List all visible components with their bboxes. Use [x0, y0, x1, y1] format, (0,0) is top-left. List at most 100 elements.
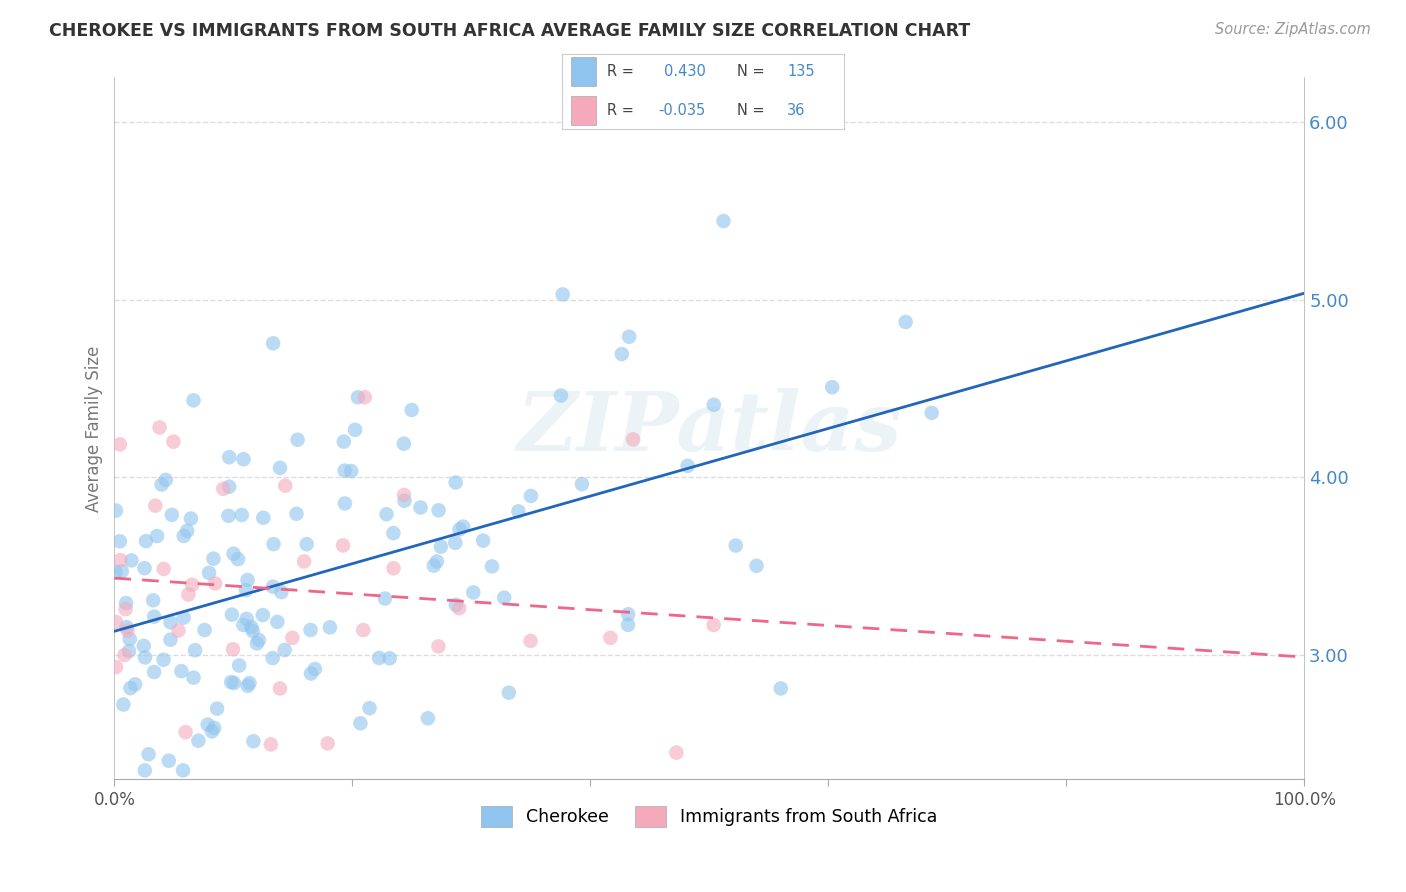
Point — [392, 488, 415, 502]
Point — [416, 711, 439, 725]
Point — [202, 721, 225, 735]
Point — [610, 347, 633, 361]
Point — [228, 658, 250, 673]
Point — [340, 464, 363, 478]
Point — [262, 336, 284, 351]
Point — [117, 624, 139, 638]
Point — [221, 607, 243, 622]
Point — [427, 640, 450, 654]
Text: Source: ZipAtlas.com: Source: ZipAtlas.com — [1215, 22, 1371, 37]
Point — [494, 591, 516, 605]
Point — [138, 747, 160, 762]
Point — [120, 553, 142, 567]
Point — [108, 534, 131, 549]
Point — [231, 508, 253, 522]
Point — [292, 554, 315, 568]
Point — [150, 477, 173, 491]
Point — [173, 610, 195, 624]
Point — [676, 458, 699, 473]
Point — [263, 537, 285, 551]
Point — [173, 529, 195, 543]
Point — [617, 617, 640, 632]
Point — [236, 679, 259, 693]
Point — [204, 576, 226, 591]
Point — [104, 660, 127, 674]
Point — [260, 738, 283, 752]
Point — [104, 615, 127, 629]
Point — [354, 390, 377, 404]
Point — [304, 662, 326, 676]
Point — [218, 450, 240, 465]
Point — [262, 580, 284, 594]
Point — [118, 644, 141, 658]
Point — [235, 583, 257, 598]
Point — [273, 643, 295, 657]
Text: CHEROKEE VS IMMIGRANTS FROM SOUTH AFRICA AVERAGE FAMILY SIZE CORRELATION CHART: CHEROKEE VS IMMIGRANTS FROM SOUTH AFRICA… — [49, 22, 970, 40]
Point — [143, 665, 166, 679]
Point — [270, 585, 292, 599]
Point — [183, 671, 205, 685]
Point — [451, 519, 474, 533]
Point — [319, 620, 342, 634]
Point — [110, 553, 132, 567]
Point — [183, 393, 205, 408]
Point — [115, 596, 138, 610]
Point — [285, 507, 308, 521]
Text: -0.035: -0.035 — [658, 103, 706, 118]
Point — [269, 681, 291, 696]
Point — [162, 434, 184, 449]
Point — [382, 526, 405, 541]
Point — [392, 436, 415, 450]
Point — [551, 287, 574, 301]
Point — [745, 558, 768, 573]
Point — [703, 618, 725, 632]
Text: 0.430: 0.430 — [664, 64, 706, 79]
Point — [184, 643, 207, 657]
Point — [274, 479, 297, 493]
Point — [205, 701, 228, 715]
Point — [242, 624, 264, 638]
Point — [724, 539, 747, 553]
Point — [449, 601, 471, 615]
Text: R =: R = — [607, 103, 634, 118]
Point — [401, 403, 423, 417]
Point — [112, 698, 135, 712]
Point — [344, 423, 367, 437]
Text: N =: N = — [737, 103, 765, 118]
Point — [299, 623, 322, 637]
Point — [665, 746, 688, 760]
Point — [134, 650, 156, 665]
Point — [108, 437, 131, 451]
Text: 36: 36 — [787, 103, 806, 118]
Point — [114, 602, 136, 616]
Point — [266, 615, 288, 629]
Point — [427, 503, 450, 517]
Point — [155, 473, 177, 487]
Point — [508, 504, 530, 518]
Point — [193, 623, 215, 637]
Point — [201, 724, 224, 739]
Point — [359, 701, 381, 715]
Point — [118, 632, 141, 646]
Point — [352, 623, 374, 637]
Point — [134, 764, 156, 778]
Point — [299, 666, 322, 681]
Bar — [571, 57, 596, 87]
Point — [333, 464, 356, 478]
Point — [332, 538, 354, 552]
Point — [821, 380, 844, 394]
Point — [262, 651, 284, 665]
Point — [143, 609, 166, 624]
Point — [232, 618, 254, 632]
Point — [769, 681, 792, 696]
Point — [232, 452, 254, 467]
Point — [472, 533, 495, 548]
Point — [449, 522, 471, 536]
Point — [120, 681, 142, 695]
Point — [172, 764, 194, 778]
Text: ZIPatlas: ZIPatlas — [516, 388, 903, 468]
Bar — [571, 96, 596, 125]
Point — [198, 566, 221, 580]
Point — [426, 554, 449, 568]
Point — [295, 537, 318, 551]
